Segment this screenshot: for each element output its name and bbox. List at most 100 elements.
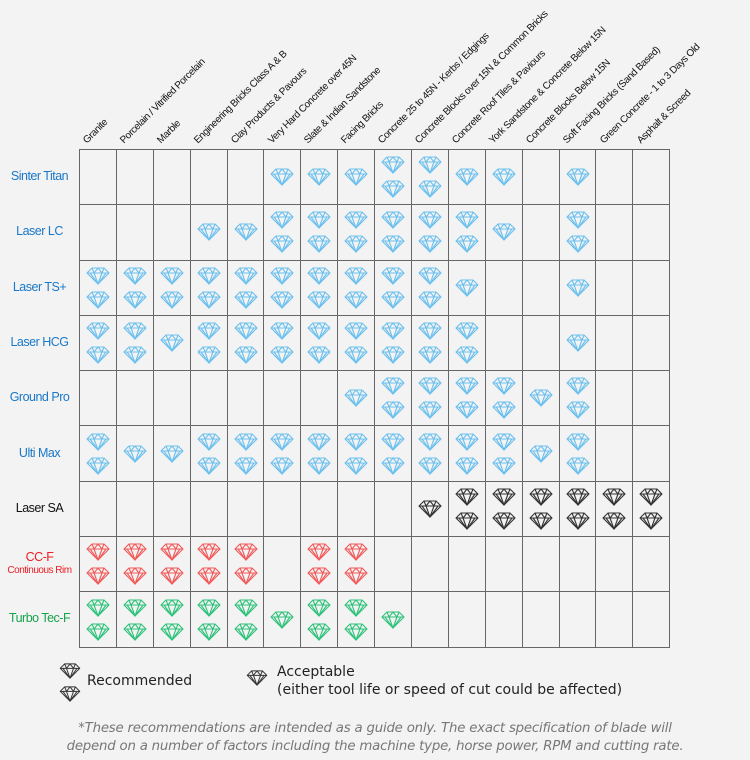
rating-icons <box>560 433 596 475</box>
table-row <box>79 148 671 206</box>
row-label: Turbo Tec-F <box>0 611 79 625</box>
diamond-icon <box>86 291 110 309</box>
rating-icons <box>449 377 485 419</box>
rating-cell <box>447 425 486 482</box>
rating-cell <box>263 370 302 427</box>
diamond-icon <box>529 445 553 463</box>
product-name: Laser SA <box>15 500 64 515</box>
diamond-icon <box>123 267 147 285</box>
rating-cell <box>632 536 671 593</box>
rating-cell <box>189 536 228 593</box>
rating-icons <box>338 543 374 585</box>
diamond-icon <box>233 291 258 309</box>
product-name: Ulti Max <box>18 445 61 460</box>
rating-cell <box>337 314 376 372</box>
rating-icons <box>375 433 411 475</box>
rating-cell <box>411 536 449 593</box>
diamond-icon <box>418 500 442 518</box>
diamond-icon <box>233 543 258 561</box>
rating-cell <box>484 314 523 372</box>
diamond-icon <box>233 457 258 475</box>
rating-cell <box>521 480 560 538</box>
diamond-icon <box>418 267 442 285</box>
rating-cell <box>558 204 597 261</box>
rating-icons <box>412 211 448 253</box>
diamond-icon <box>639 488 663 506</box>
rating-cell <box>337 148 376 206</box>
diamond-icon <box>233 433 258 451</box>
rating-icons <box>449 211 485 253</box>
rating-cell <box>558 591 597 648</box>
rating-cell <box>152 591 191 648</box>
rating-icons <box>117 267 153 309</box>
diamond-icon <box>381 322 405 340</box>
rating-cell <box>595 259 634 316</box>
diamond-icon <box>86 567 110 585</box>
table-row <box>79 259 671 316</box>
product-name: Ground Pro <box>9 390 70 405</box>
rating-cell <box>226 204 265 261</box>
rating-icons <box>80 433 116 475</box>
rating-cell <box>300 536 339 593</box>
rating-cell <box>337 480 376 538</box>
rating-cell <box>521 425 560 482</box>
diamond-icon <box>197 433 221 451</box>
rating-cell <box>337 425 376 482</box>
rating-cell <box>300 591 339 648</box>
row-label: Laser TS+ <box>0 280 79 294</box>
rating-cell <box>337 536 376 593</box>
diamond-icon <box>565 433 590 451</box>
rating-icons <box>560 211 596 253</box>
rating-cell <box>521 536 560 593</box>
rating-icons <box>301 598 337 641</box>
diamond-icon <box>86 598 110 617</box>
rating-cell <box>411 259 449 316</box>
rating-cell <box>115 480 154 538</box>
diamond-icon <box>307 168 331 186</box>
rating-icons <box>154 543 190 585</box>
rating-cell <box>226 536 265 593</box>
diamond-icon <box>270 168 294 186</box>
diamond-icon <box>197 267 221 285</box>
product-subtitle: Continuous Rim <box>7 565 72 577</box>
rating-cell <box>632 370 671 427</box>
rating-cell <box>595 425 634 482</box>
diamond-icon <box>246 670 268 686</box>
diamond-icon <box>233 346 258 364</box>
rating-icons <box>264 211 300 253</box>
diamond-icon <box>381 346 405 364</box>
rating-cell <box>374 536 413 593</box>
rating-cell <box>189 314 228 372</box>
diamond-icon <box>197 543 221 561</box>
rating-icons <box>412 156 448 198</box>
rating-cell <box>152 148 191 206</box>
diamond-icon <box>160 598 184 617</box>
rating-cell <box>447 480 486 538</box>
diamond-icon <box>59 663 81 679</box>
rating-icons <box>338 267 374 309</box>
rating-icons <box>301 543 337 585</box>
column-header: Concrete Blocks over 15N & Common Bricks <box>413 8 551 146</box>
rating-cell <box>115 204 154 261</box>
diamond-icon <box>344 543 368 561</box>
diamond-icon <box>307 622 331 641</box>
rating-icons <box>338 168 374 186</box>
rating-icons <box>228 223 264 241</box>
rating-cell <box>226 259 265 316</box>
rating-icons <box>301 211 337 253</box>
rating-cell <box>152 314 191 372</box>
rating-icons <box>228 322 264 364</box>
rating-cell <box>189 480 228 538</box>
rating-icons <box>560 334 596 352</box>
rating-cell <box>558 370 597 427</box>
rating-cell <box>447 591 486 648</box>
rating-icons <box>375 322 411 364</box>
diamond-icon <box>492 512 516 530</box>
rating-cell <box>374 480 413 538</box>
row-label: Ulti Max <box>0 446 79 460</box>
diamond-icon <box>565 377 590 395</box>
diamond-icon <box>197 223 221 241</box>
rating-icons <box>449 488 485 530</box>
rating-icons <box>560 168 596 186</box>
legend-acceptable-note: (either tool life or speed of cut could … <box>277 682 623 698</box>
